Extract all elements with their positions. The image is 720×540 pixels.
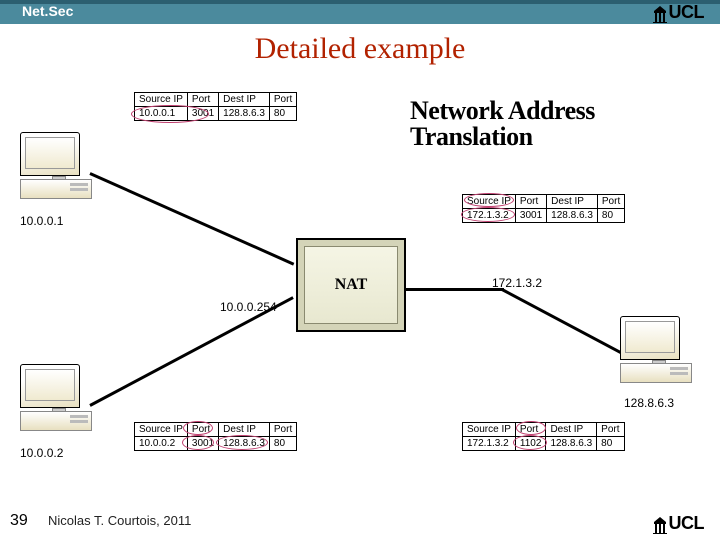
- portico-icon: [653, 5, 667, 23]
- pkt4-dport: 80: [597, 437, 624, 451]
- pkt4-src: 172.1.3.2: [463, 437, 516, 451]
- pc2-ip: 10.0.0.2: [20, 446, 63, 460]
- pkt-hdr-src: Source IP: [135, 423, 188, 437]
- ucl-logo-top: UCL: [653, 2, 705, 23]
- computer-pc1: [20, 132, 98, 199]
- circle-pkt2-sport-hdr: [183, 421, 213, 435]
- pkt3-dst: 128.8.6.3: [547, 209, 598, 223]
- pc1-ip: 10.0.0.1: [20, 214, 63, 228]
- pkt-hdr-dst: Dest IP: [547, 195, 598, 209]
- server-ip: 128.8.6.3: [624, 396, 674, 410]
- circle-pkt4-sport: [513, 435, 547, 450]
- pkt-hdr-dport: Port: [269, 93, 296, 107]
- pkt1-dport: 80: [269, 107, 296, 121]
- ucl-logo-bottom: UCL: [653, 513, 705, 534]
- pkt3-dport: 80: [597, 209, 624, 223]
- computer-pc2: [20, 364, 98, 431]
- pkt3-sport: 3001: [515, 209, 546, 223]
- pkt1-dst: 128.8.6.3: [219, 107, 270, 121]
- pkt-hdr-dst: Dest IP: [546, 423, 597, 437]
- circle-pkt1-srcport: [131, 105, 209, 123]
- circle-pkt2-dst: [216, 435, 268, 450]
- portico-icon: [653, 516, 667, 534]
- slide-title: Detailed example: [0, 32, 720, 66]
- slide: Net.Sec UCL Detailed example Network Add…: [0, 0, 720, 540]
- pkt-hdr-dst: Dest IP: [219, 93, 270, 107]
- link-nat-out: [404, 288, 504, 291]
- computer-server: [620, 316, 698, 383]
- pkt-hdr-src: Source IP: [463, 423, 516, 437]
- pkt2-dport: 80: [269, 437, 296, 451]
- header-label: Net.Sec: [22, 3, 73, 19]
- nat-outside-ip: 172.1.3.2: [492, 276, 542, 290]
- slide-number: 39: [10, 512, 28, 530]
- circle-pkt3-srchdr: [464, 193, 514, 207]
- header-top-stripe: [0, 0, 720, 4]
- pkt4-dst: 128.8.6.3: [546, 437, 597, 451]
- pkt-hdr-dport: Port: [597, 423, 624, 437]
- nat-label: NAT: [304, 246, 398, 324]
- ucl-text: UCL: [669, 513, 705, 534]
- pkt-hdr-sport: Port: [515, 195, 546, 209]
- nat-inside-ip: 10.0.0.254: [220, 300, 277, 314]
- pkt2-src: 10.0.0.2: [135, 437, 188, 451]
- link-pc1-nat: [89, 172, 294, 265]
- ucl-text: UCL: [669, 2, 705, 23]
- pkt-hdr-dport: Port: [269, 423, 296, 437]
- circle-pkt3-src: [461, 207, 515, 222]
- link-out-server: [501, 288, 622, 354]
- pkt-hdr-sport: Port: [187, 93, 218, 107]
- packet-table-2: Source IP Port Dest IP Port 10.0.0.2 300…: [134, 422, 297, 451]
- circle-pkt4-sport-hdr: [516, 421, 546, 435]
- pkt-hdr-dport: Port: [597, 195, 624, 209]
- nat-box: NAT: [296, 238, 406, 332]
- diagram: NAT 10.0.0.254 172.1.3.2 10.0.0.1 10.0.0…: [10, 78, 710, 478]
- circle-pkt2-sport: [182, 435, 214, 450]
- footer-author: Nicolas T. Courtois, 2011: [48, 513, 191, 528]
